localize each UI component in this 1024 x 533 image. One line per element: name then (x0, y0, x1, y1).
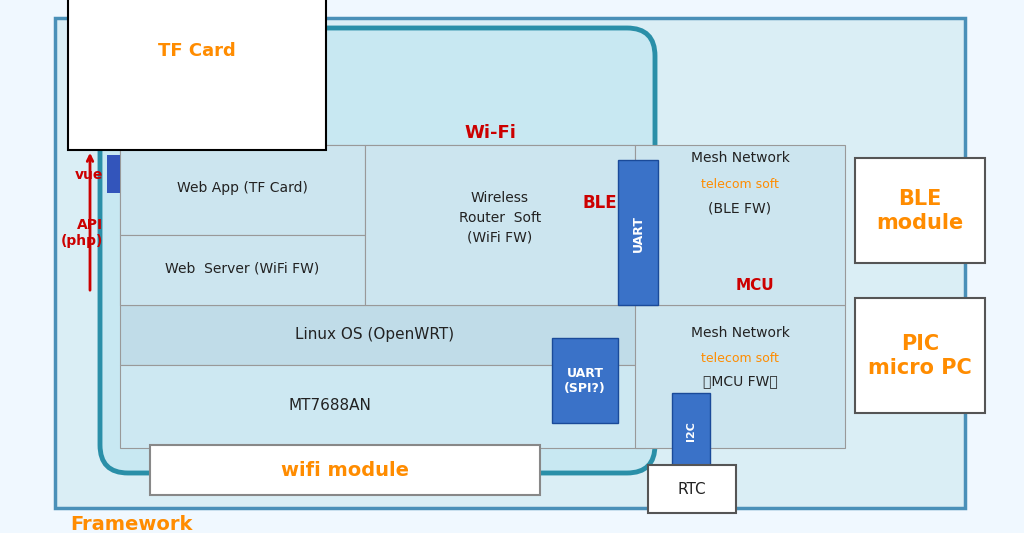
Bar (55, 18, 965, 508)
Text: MT7688AN: MT7688AN (289, 399, 372, 414)
Bar (150, 445, 540, 495)
Text: Wi-Fi: Wi-Fi (464, 124, 516, 142)
Text: PIC
micro PC: PIC micro PC (868, 334, 972, 377)
Text: Web App (TF Card): Web App (TF Card) (176, 181, 307, 195)
Bar (855, 158, 985, 263)
Bar (648, 465, 736, 513)
Text: UART
(SPI?): UART (SPI?) (564, 367, 606, 395)
Text: MCU: MCU (735, 278, 774, 293)
Bar (635, 145, 845, 305)
Text: Framework: Framework (70, 515, 193, 533)
Text: BLE: BLE (583, 194, 617, 212)
Text: API
(php): API (php) (60, 218, 103, 248)
Bar (672, 393, 710, 468)
Text: Mesh Network: Mesh Network (690, 151, 790, 165)
Text: （MCU FW）: （MCU FW） (702, 374, 777, 388)
Bar (635, 305, 845, 448)
Bar (552, 338, 618, 423)
Text: TF Card: TF Card (158, 42, 236, 60)
Bar (120, 235, 365, 305)
Bar (618, 160, 658, 305)
Text: Wireless
Router  Soft
(WiFi FW): Wireless Router Soft (WiFi FW) (459, 191, 541, 245)
Bar (120, 365, 645, 448)
Text: telecom soft: telecom soft (701, 351, 779, 365)
Text: BLE
module: BLE module (877, 189, 964, 232)
Bar (855, 298, 985, 413)
Bar (120, 145, 365, 235)
Text: UART: UART (632, 214, 644, 252)
Text: telecom soft: telecom soft (701, 179, 779, 191)
Text: vue: vue (75, 168, 103, 182)
Bar (120, 305, 645, 365)
Text: Linux OS (OpenWRT): Linux OS (OpenWRT) (296, 327, 455, 343)
Bar (106, 155, 120, 193)
Text: Web  Server (WiFi FW): Web Server (WiFi FW) (165, 261, 319, 275)
Text: (BLE FW): (BLE FW) (709, 201, 771, 215)
Text: Mesh Network: Mesh Network (690, 326, 790, 340)
Text: wifi module: wifi module (281, 461, 409, 480)
Text: RTC: RTC (678, 481, 707, 497)
Text: I2C: I2C (686, 421, 696, 441)
Bar (365, 145, 635, 305)
FancyBboxPatch shape (100, 28, 655, 473)
Bar (120, 145, 650, 305)
